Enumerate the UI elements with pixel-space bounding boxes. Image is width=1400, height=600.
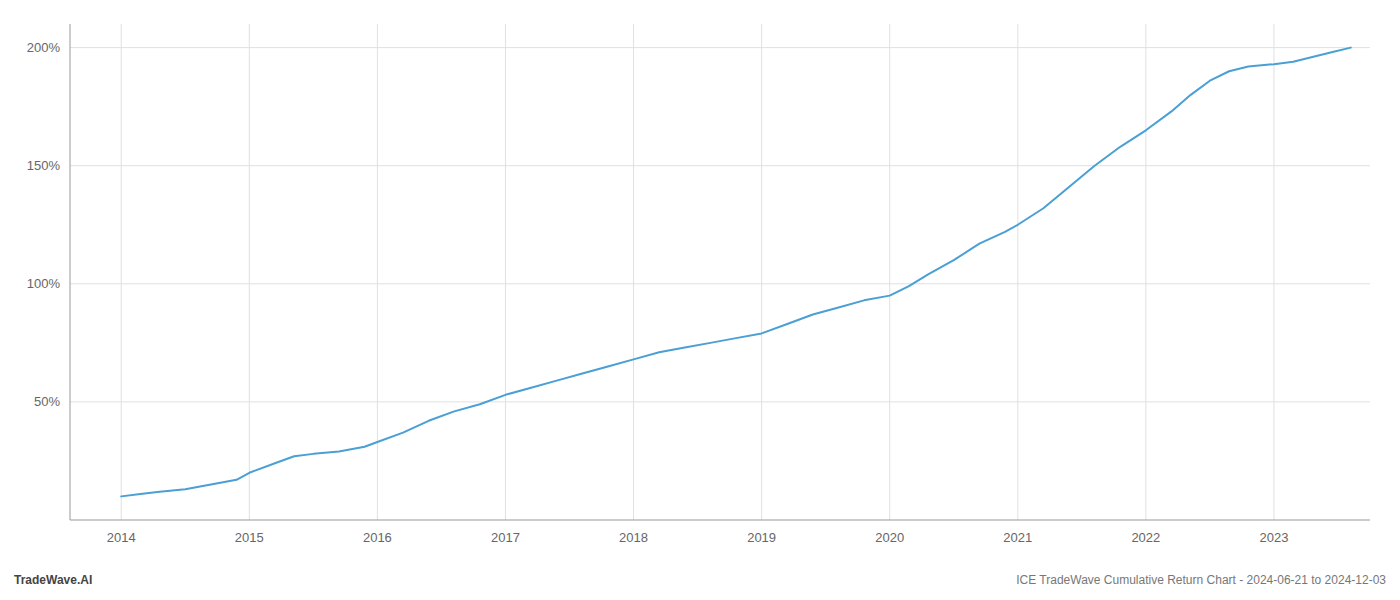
grid-line-y	[70, 283, 1370, 284]
grid-line-x	[761, 24, 762, 520]
x-tick-label: 2015	[235, 530, 264, 545]
x-tick-label: 2014	[107, 530, 136, 545]
x-tick-label: 2016	[363, 530, 392, 545]
grid-line-x	[377, 24, 378, 520]
grid-line-x	[121, 24, 122, 520]
y-tick-label: 150%	[27, 158, 61, 173]
grid-line-x	[249, 24, 250, 520]
x-tick-label: 2023	[1259, 530, 1288, 545]
y-tick-label: 200%	[27, 40, 61, 55]
grid	[70, 24, 1370, 520]
x-tick-label: 2018	[619, 530, 648, 545]
y-tick-label: 50%	[34, 394, 60, 409]
y-axis-line	[70, 24, 71, 520]
x-tick-label: 2022	[1131, 530, 1160, 545]
grid-line-x	[505, 24, 506, 520]
grid-line-y	[70, 165, 1370, 166]
grid-line-x	[633, 24, 634, 520]
x-tick-label: 2020	[875, 530, 904, 545]
axes: 2014 2015 2016 2017 2018 2019 2020 2021 2022 2023…	[27, 24, 1370, 545]
grid-line-y	[70, 401, 1370, 402]
x-tick-label: 2019	[747, 530, 776, 545]
y-tick-label: 100%	[27, 276, 61, 291]
grid-line-x	[1017, 24, 1018, 520]
x-tick-label: 2021	[1003, 530, 1032, 545]
grid-line-y	[70, 47, 1370, 48]
footer-text: TradeWave.AI	[14, 573, 92, 587]
grid-line-x	[1273, 24, 1274, 520]
chart: 2014 2015 2016 2017 2018 2019 2020 2021 2022 2023…	[0, 0, 1400, 600]
plot-area	[121, 48, 1351, 497]
x-axis-line	[70, 520, 1370, 521]
grid-line-x	[1145, 24, 1146, 520]
x-tick-label: 2017	[491, 530, 520, 545]
background	[0, 0, 1400, 600]
line	[121, 48, 1351, 497]
grid-line-x	[889, 24, 890, 520]
footer-text: ICE TradeWave Cumulative Return Chart - …	[1016, 573, 1386, 587]
